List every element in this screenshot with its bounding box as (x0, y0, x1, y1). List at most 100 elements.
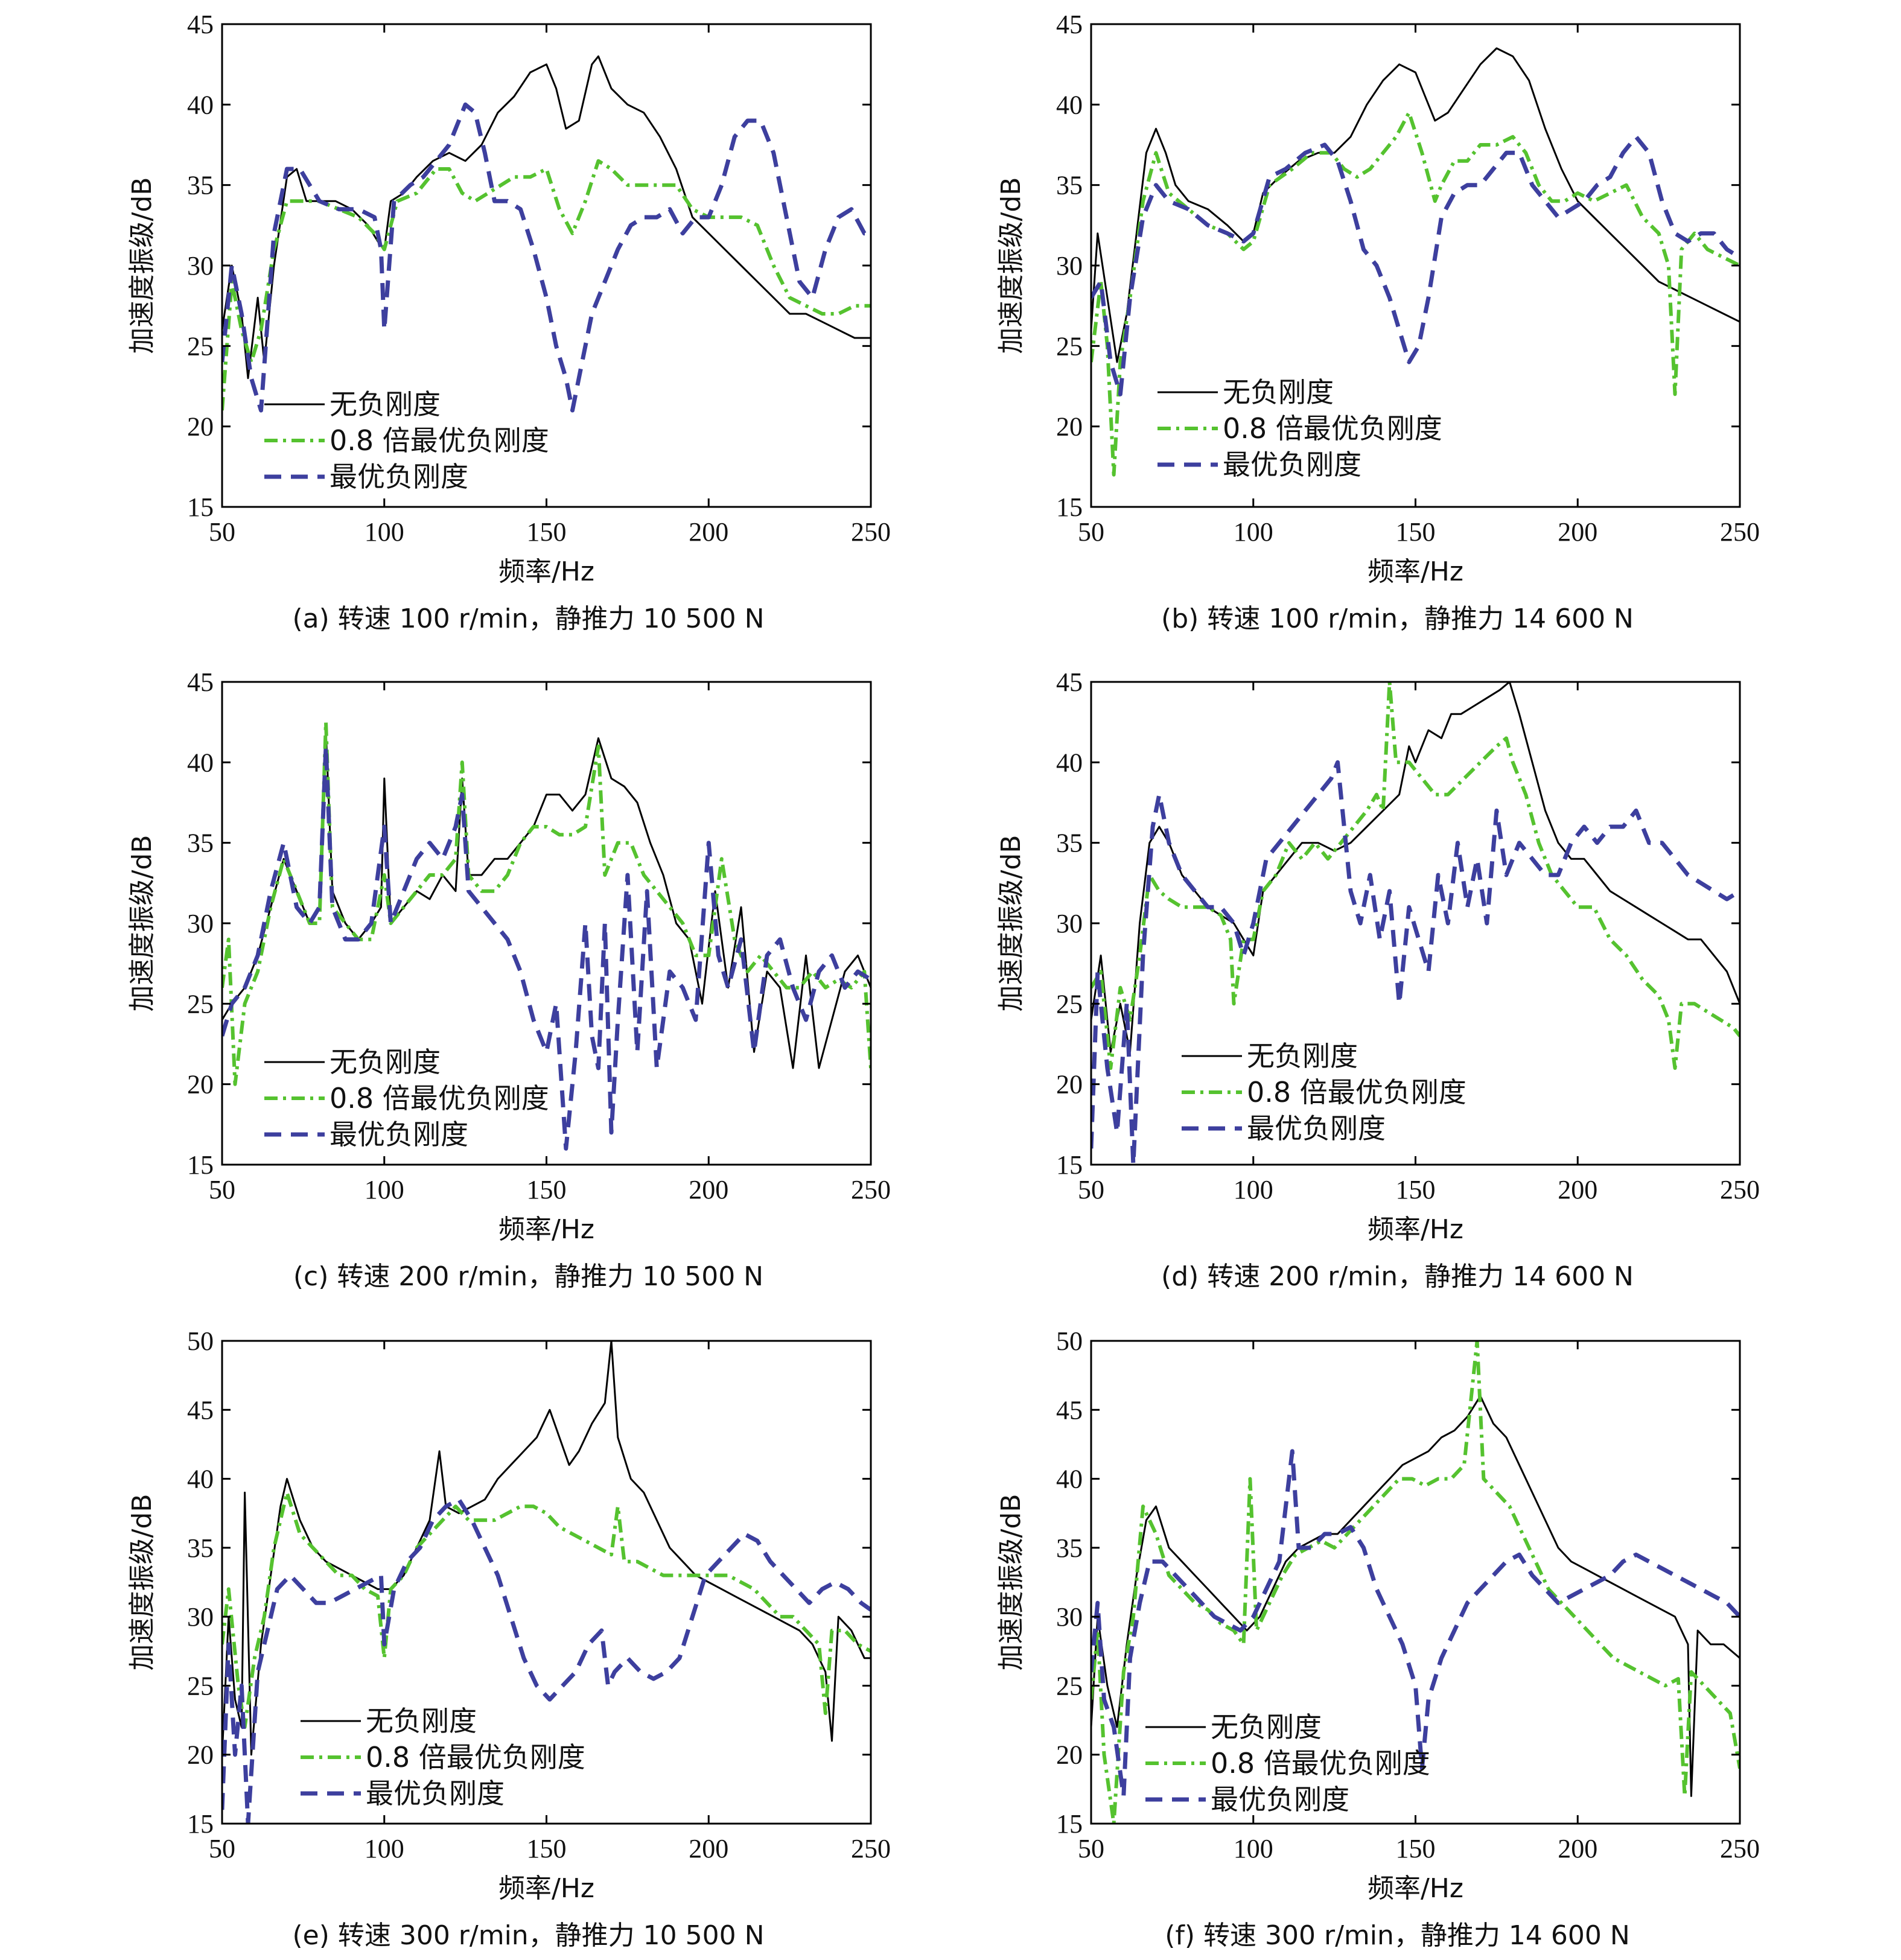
legend-entry: 0.8 倍最优负刚度 (330, 1082, 549, 1115)
legend-entry: 最优负刚度 (1247, 1112, 1386, 1145)
x-tick-label: 50 (1078, 1175, 1104, 1204)
x-tick-label: 150 (527, 1834, 567, 1863)
series-line-2 (1091, 110, 1740, 477)
y-tick-label: 20 (187, 412, 214, 442)
y-tick-label: 35 (1056, 171, 1083, 200)
legend-entry: 无负刚度 (366, 1705, 477, 1737)
panel-caption: (b) 转速 100 r/min，静推力 14 600 N (1161, 603, 1634, 634)
y-tick-label: 35 (187, 829, 214, 858)
legend-entry: 无负刚度 (1247, 1040, 1358, 1072)
y-tick-label: 20 (1056, 412, 1083, 442)
x-tick-label: 200 (689, 1834, 728, 1863)
x-tick-label: 200 (689, 1175, 728, 1204)
y-tick-label: 30 (1056, 909, 1083, 938)
x-tick-label: 100 (1234, 1834, 1273, 1863)
chart-panel-3: 50 100 150 200 250 15 20 25 30 35 40 45 频率/Hz 加速度振级/d… (127, 667, 891, 1292)
y-tick-label: 35 (187, 171, 214, 200)
y-tick-label: 20 (1056, 1070, 1083, 1099)
x-tick-label: 150 (1396, 1175, 1436, 1204)
y-tick-label: 40 (1056, 1465, 1083, 1494)
x-tick-label: 150 (527, 517, 567, 547)
x-tick-label: 250 (1720, 1175, 1760, 1204)
y-tick-label: 20 (1056, 1740, 1083, 1770)
series-line-3 (1091, 1449, 1740, 1798)
x-tick-label: 150 (1396, 1834, 1436, 1863)
x-tick-label: 50 (1078, 517, 1104, 547)
y-tick-label: 45 (187, 1395, 214, 1425)
y-tick-label: 25 (1056, 331, 1083, 361)
series-line-1 (222, 55, 871, 380)
series-line-2 (1091, 1341, 1740, 1824)
series-line-1 (1091, 682, 1740, 1053)
series-line-2 (1091, 682, 1740, 1070)
chart-panel-5: 50 100 150 200 250 15 20 25 30 35 40 45 50 频率/Hz 加速度振级… (127, 1326, 891, 1951)
legend-entry: 无负刚度 (1211, 1711, 1322, 1743)
y-tick-label: 25 (187, 331, 214, 361)
y-tick-label: 20 (187, 1070, 214, 1099)
y-tick-label: 35 (1056, 829, 1083, 858)
y-tick-label: 45 (187, 10, 214, 39)
y-tick-label: 45 (1056, 10, 1083, 39)
y-tick-label: 15 (187, 492, 214, 522)
x-axis-label: 频率/Hz (1368, 556, 1463, 587)
x-tick-label: 200 (1558, 1175, 1597, 1204)
series-line-3 (1091, 760, 1740, 1165)
legend-entry: 无负刚度 (330, 1046, 441, 1078)
chart-panel-4: 50 100 150 200 250 15 20 25 30 35 40 45 频率/Hz 加速度振级/d… (996, 667, 1760, 1292)
y-axis-label: 加速度振级/dB (127, 835, 158, 1012)
series-line-2 (222, 720, 871, 1086)
y-tick-label: 30 (1056, 1602, 1083, 1632)
y-tick-label: 15 (187, 1150, 214, 1180)
x-tick-label: 100 (365, 1175, 404, 1204)
y-tick-label: 25 (187, 989, 214, 1019)
y-tick-label: 50 (1056, 1326, 1083, 1356)
y-tick-label: 45 (1056, 667, 1083, 697)
x-axis-label: 频率/Hz (498, 1873, 594, 1904)
y-tick-label: 40 (1056, 748, 1083, 777)
panel-caption: (c) 转速 200 r/min，静推力 10 500 N (293, 1261, 763, 1292)
chart-panel-2: 50 100 150 200 250 15 20 25 30 35 40 45 频率/Hz 加速度振级/d… (996, 10, 1760, 634)
y-axis-label: 加速度振级/dB (996, 835, 1027, 1012)
y-tick-label: 35 (1056, 1533, 1083, 1563)
legend-entry: 无负刚度 (1223, 376, 1334, 409)
x-axis-label: 频率/Hz (1368, 1214, 1463, 1245)
y-tick-label: 30 (1056, 251, 1083, 281)
y-tick-label: 45 (1056, 1395, 1083, 1425)
y-tick-label: 50 (187, 1326, 214, 1356)
legend-entry: 0.8 倍最优负刚度 (366, 1741, 585, 1774)
x-tick-label: 200 (1558, 517, 1597, 547)
y-tick-label: 40 (187, 1465, 214, 1494)
y-tick-label: 15 (1056, 1150, 1083, 1180)
x-axis-label: 频率/Hz (498, 1214, 594, 1245)
x-tick-label: 150 (1396, 517, 1436, 547)
panel-caption: (d) 转速 200 r/min，静推力 14 600 N (1161, 1261, 1634, 1292)
series-line-1 (1091, 1395, 1740, 1797)
x-tick-label: 250 (851, 1834, 891, 1863)
y-tick-label: 20 (187, 1740, 214, 1770)
x-axis-label: 频率/Hz (1368, 1873, 1463, 1904)
series-line-1 (1091, 47, 1740, 363)
y-axis-label: 加速度振级/dB (127, 1494, 158, 1671)
y-tick-label: 25 (1056, 989, 1083, 1019)
y-axis-label: 加速度振级/dB (127, 177, 158, 354)
legend-entry: 0.8 倍最优负刚度 (1211, 1747, 1430, 1780)
x-tick-label: 100 (365, 1834, 404, 1863)
y-tick-label: 15 (1056, 1809, 1083, 1839)
legend-entry: 最优负刚度 (366, 1777, 505, 1810)
x-tick-label: 100 (365, 517, 404, 547)
legend-entry: 最优负刚度 (1211, 1783, 1349, 1816)
legend-entry: 0.8 倍最优负刚度 (1223, 412, 1442, 445)
y-tick-label: 45 (187, 667, 214, 697)
y-axis-label: 加速度振级/dB (996, 177, 1027, 354)
x-tick-label: 100 (1234, 517, 1273, 547)
panel-caption: (e) 转速 300 r/min，静推力 10 500 N (292, 1920, 764, 1951)
x-tick-label: 150 (527, 1175, 567, 1204)
x-tick-label: 250 (1720, 517, 1760, 547)
y-tick-label: 40 (187, 90, 214, 119)
y-tick-label: 30 (187, 251, 214, 281)
legend-entry: 最优负刚度 (330, 1118, 468, 1151)
y-tick-label: 30 (187, 909, 214, 938)
